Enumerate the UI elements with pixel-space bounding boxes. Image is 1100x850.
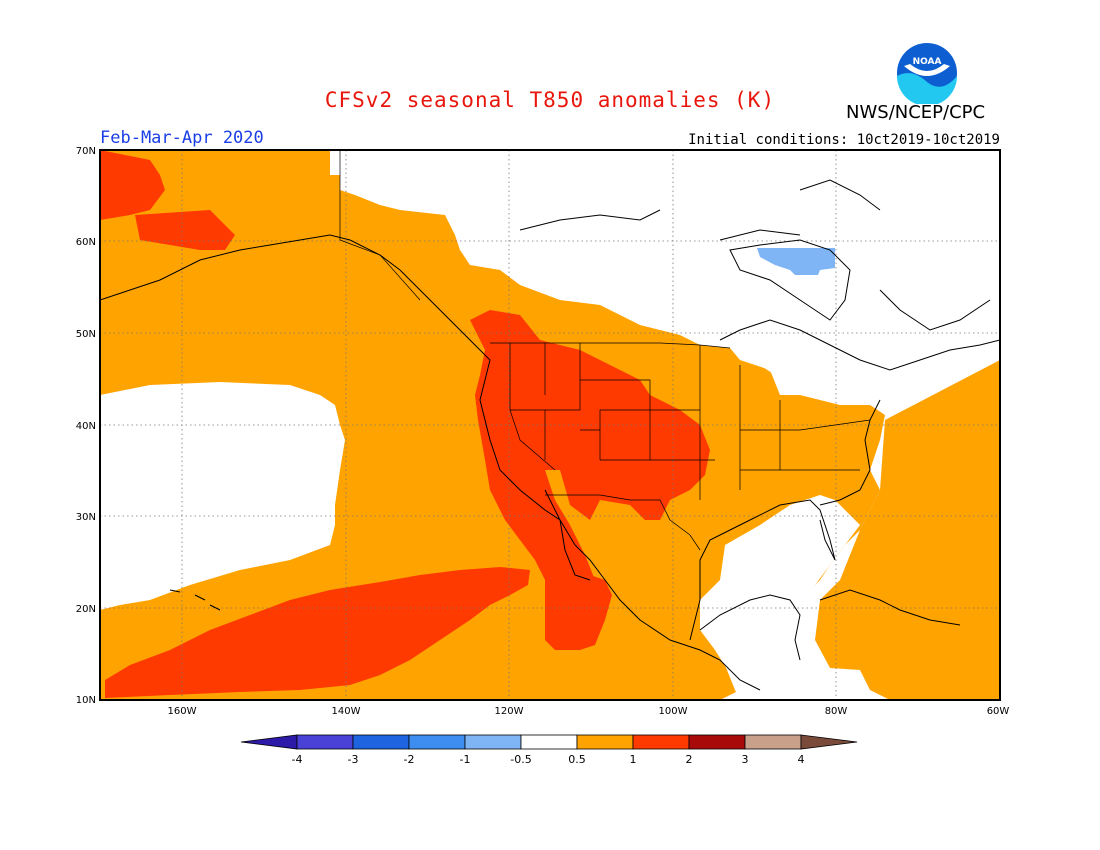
colorbar-label: 2 — [686, 753, 693, 766]
colorbar-swatch — [408, 734, 466, 750]
colorbar-label: -1 — [460, 753, 471, 766]
colorbar-swatch — [520, 734, 578, 750]
colorbar-arrow-low — [240, 734, 298, 750]
anomaly-region-atlantic — [815, 360, 1000, 700]
anomaly-region-above-1-mexico — [545, 575, 612, 650]
lat-label: 40N — [76, 421, 96, 432]
colorbar-label: -4 — [292, 753, 303, 766]
colorbar-label: -2 — [404, 753, 415, 766]
colorbar-label: 1 — [630, 753, 637, 766]
noaa-logo-text: NOAA — [913, 57, 942, 67]
lat-label: 20N — [76, 604, 96, 615]
lon-label: 160W — [168, 706, 197, 717]
colorbar-swatch — [744, 734, 802, 750]
noaa-logo: NOAA — [897, 43, 957, 104]
lat-label: 30N — [76, 512, 96, 523]
anomaly-region-below-0_5 — [757, 248, 835, 275]
agency-label: NWS/NCEP/CPC — [846, 102, 986, 123]
lon-label: 60W — [987, 706, 1010, 717]
lat-label: 50N — [76, 329, 96, 340]
colorbar-swatch — [296, 734, 354, 750]
colorbar-label: 4 — [798, 753, 805, 766]
colorbar-swatch — [352, 734, 410, 750]
neutral-region-canada — [340, 150, 1000, 405]
lat-label: 70N — [76, 146, 96, 157]
colorbar-label: -3 — [348, 753, 359, 766]
initial-conditions: Initial conditions: 10ct2019-10ct2019 — [688, 132, 1000, 148]
lat-axis-labels: 70N 60N 50N 40N 30N 20N 10N — [76, 146, 96, 706]
lon-label: 80W — [825, 706, 848, 717]
forecast-period: Feb-Mar-Apr 2020 — [100, 128, 264, 148]
lat-label: 60N — [76, 237, 96, 248]
colorbar-swatch — [576, 734, 634, 750]
map-frame — [99, 149, 1001, 701]
colorbar-swatch — [632, 734, 690, 750]
lat-label: 10N — [76, 695, 96, 706]
lon-label: 140W — [332, 706, 361, 717]
colorbar — [240, 734, 858, 750]
lon-label: 100W — [659, 706, 688, 717]
map-title: CFSv2 seasonal T850 anomalies (K) — [324, 88, 776, 112]
neutral-region-pacific — [100, 382, 345, 610]
anomaly-region-above-1-bering — [135, 210, 235, 250]
anomaly-fields — [100, 150, 1000, 700]
borders — [339, 150, 871, 551]
anomaly-region-above-1-pacific-band — [105, 567, 530, 698]
colorbar-label: -0.5 — [510, 753, 531, 766]
neutral-region-gulf — [700, 495, 900, 700]
coastlines — [100, 179, 1000, 691]
lon-axis-labels: 160W 140W 120W 100W 80W 60W — [168, 706, 1010, 717]
colorbar-label: 0.5 — [568, 753, 586, 766]
colorbar-swatch — [464, 734, 522, 750]
colorbar-arrow-high — [800, 734, 858, 750]
anomaly-region-above-1-alaska — [100, 150, 165, 220]
gridlines — [100, 150, 1000, 700]
colorbar-swatch — [688, 734, 746, 750]
lon-label: 120W — [495, 706, 524, 717]
colorbar-label: 3 — [742, 753, 749, 766]
colorbar-labels: -4 -3 -2 -1 -0.5 0.5 1 2 3 4 — [292, 753, 805, 766]
